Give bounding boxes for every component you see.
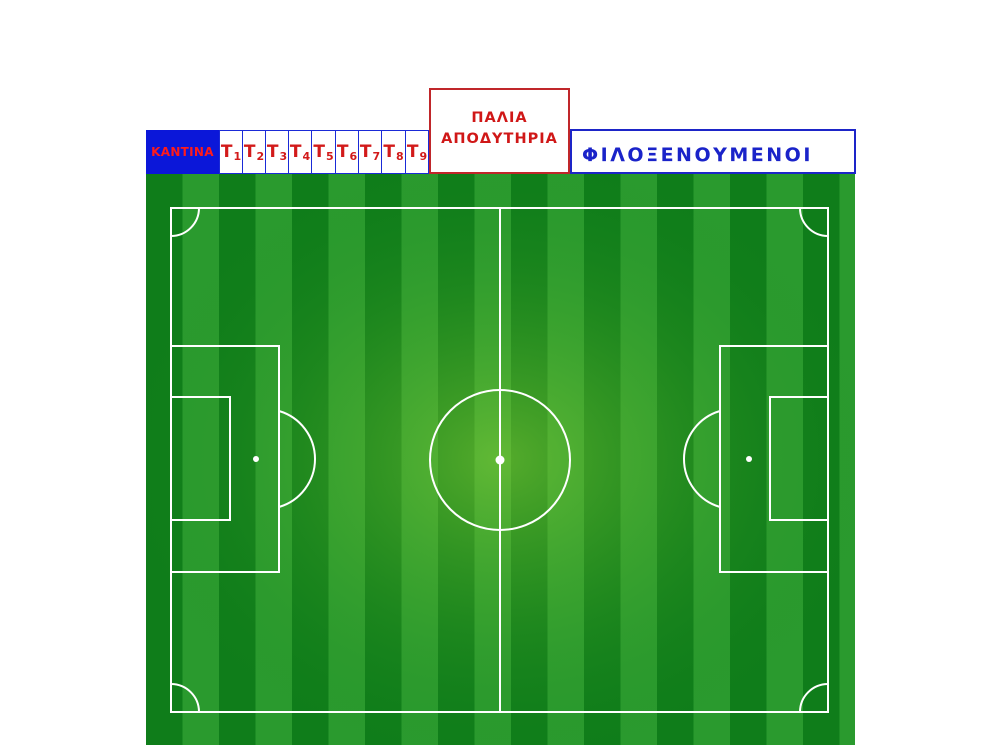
- table-number: 8: [395, 149, 404, 163]
- right-penalty-spot: [746, 456, 752, 462]
- pitch-markings: [170, 207, 829, 713]
- table-number: 2: [256, 149, 265, 163]
- away-fans-label: ΦΙΛΟΞΕΝΟΥΜΕΝΟΙ: [582, 143, 813, 166]
- table-number: 5: [325, 149, 334, 163]
- left-penalty-spot: [253, 456, 259, 462]
- corner-arc-bottom-right: [799, 683, 829, 713]
- table-letter: T: [359, 142, 372, 162]
- right-penalty-arc: [683, 410, 721, 508]
- table-number: 1: [233, 149, 242, 163]
- canteen-area[interactable]: ΚΑΝΤΙΝΑ: [146, 130, 219, 174]
- old-changing-rooms-area[interactable]: ΠΑΛΙΑ ΑΠΟΔΥΤΗΡΙΑ: [429, 88, 570, 174]
- table-letter: T: [266, 142, 279, 162]
- corner-arc-top-left: [170, 207, 200, 237]
- pitch-spots: [253, 455, 752, 465]
- corner-arc-bottom-left: [170, 683, 200, 713]
- right-goal-area: [769, 396, 829, 521]
- table-letter: T: [289, 142, 302, 162]
- left-penalty-arc: [278, 410, 316, 508]
- left-goal-area: [170, 396, 231, 521]
- corner-arc-top-right: [799, 207, 829, 237]
- pitch-graphic: [146, 174, 855, 745]
- table-letter: T: [406, 142, 419, 162]
- table-number: 3: [279, 149, 288, 163]
- football-pitch: [146, 174, 855, 745]
- table-number: 7: [372, 149, 381, 163]
- table-letter: T: [313, 142, 325, 162]
- center-circle: [429, 389, 571, 531]
- center-spot: [495, 455, 505, 465]
- table-letter: T: [243, 142, 256, 162]
- table-number: 6: [349, 149, 358, 163]
- table-letter: T: [336, 142, 349, 162]
- table-letter: T: [220, 142, 233, 162]
- old-changing-rooms-line1: ΠΑΛΙΑ: [471, 110, 528, 126]
- old-changing-rooms-line2: ΑΠΟΔΥΤΗΡΙΑ: [441, 131, 558, 147]
- table-number: 4: [302, 149, 311, 163]
- table-letter: T: [383, 142, 395, 162]
- canteen-label: ΚΑΝΤΙΝΑ: [151, 145, 214, 159]
- away-fans-area[interactable]: ΦΙΛΟΞΕΝΟΥΜΕΝΟΙ: [570, 129, 856, 174]
- table-number: 9: [419, 149, 428, 163]
